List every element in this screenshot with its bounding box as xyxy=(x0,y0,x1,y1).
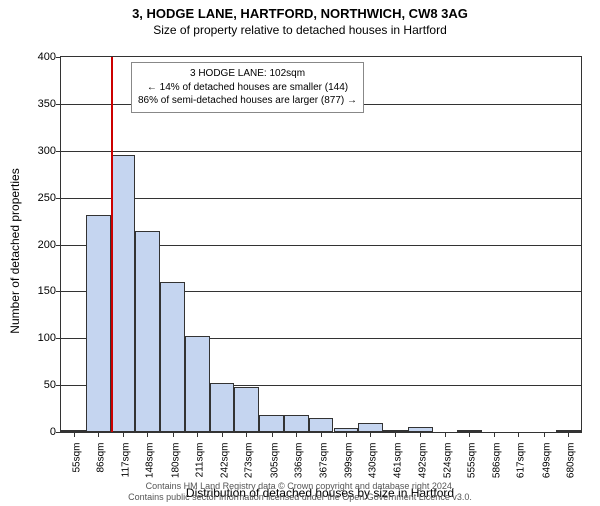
annotation-line: 3 HODGE LANE: 102sqm xyxy=(138,67,357,81)
xtick-label: 117sqm xyxy=(120,443,131,478)
xtick-label: 242sqm xyxy=(219,443,230,479)
xtick-mark xyxy=(346,432,347,437)
xtick-label: 305sqm xyxy=(269,443,280,479)
grid-line xyxy=(61,151,581,152)
ytick-mark xyxy=(56,151,61,152)
chart-title-sub: Size of property relative to detached ho… xyxy=(0,23,600,37)
xtick-label: 148sqm xyxy=(145,443,156,479)
ytick-mark xyxy=(56,198,61,199)
xtick-mark xyxy=(321,432,322,437)
ytick-mark xyxy=(56,385,61,386)
histogram-bar xyxy=(160,282,185,432)
histogram-bar xyxy=(358,423,383,432)
histogram-bar xyxy=(234,387,259,432)
xtick-label: 273sqm xyxy=(244,443,255,479)
xtick-label: 555sqm xyxy=(467,443,478,479)
xtick-mark xyxy=(222,432,223,437)
ytick-label: 0 xyxy=(28,426,56,438)
xtick-mark xyxy=(296,432,297,437)
footer-line2: Contains public sector information licen… xyxy=(0,492,600,503)
annotation-box: 3 HODGE LANE: 102sqm← 14% of detached ho… xyxy=(131,62,364,113)
xtick-mark xyxy=(518,432,519,437)
xtick-label: 211sqm xyxy=(195,443,206,478)
xtick-label: 55sqm xyxy=(71,443,82,473)
reference-line xyxy=(111,57,113,432)
xtick-mark xyxy=(544,432,545,437)
grid-line xyxy=(61,198,581,199)
xtick-label: 399sqm xyxy=(343,443,354,479)
xtick-label: 680sqm xyxy=(566,443,577,479)
xtick-mark xyxy=(494,432,495,437)
histogram-bar xyxy=(284,415,309,432)
histogram-bar xyxy=(309,418,334,432)
xtick-mark xyxy=(272,432,273,437)
histogram-bar xyxy=(86,215,111,433)
xtick-mark xyxy=(568,432,569,437)
xtick-label: 524sqm xyxy=(442,443,453,479)
ytick-mark xyxy=(56,245,61,246)
histogram-bar xyxy=(210,383,235,432)
xtick-mark xyxy=(445,432,446,437)
histogram-bar xyxy=(135,231,160,432)
xtick-label: 461sqm xyxy=(393,443,404,479)
xtick-mark xyxy=(197,432,198,437)
xtick-label: 492sqm xyxy=(417,443,428,479)
xtick-mark xyxy=(469,432,470,437)
xtick-label: 617sqm xyxy=(516,443,527,479)
chart-container: Number of detached properties 0501001502… xyxy=(60,56,580,431)
xtick-mark xyxy=(420,432,421,437)
ytick-mark xyxy=(56,432,61,433)
histogram-bar xyxy=(111,155,136,433)
xtick-mark xyxy=(74,432,75,437)
xtick-label: 86sqm xyxy=(96,443,107,473)
xtick-mark xyxy=(123,432,124,437)
xtick-label: 430sqm xyxy=(368,443,379,479)
ytick-mark xyxy=(56,57,61,58)
ytick-mark xyxy=(56,104,61,105)
xtick-mark xyxy=(395,432,396,437)
xtick-mark xyxy=(98,432,99,437)
xtick-label: 367sqm xyxy=(318,443,329,479)
plot-area: 05010015020025030035040055sqm86sqm117sqm… xyxy=(60,56,582,433)
xtick-mark xyxy=(173,432,174,437)
annotation-line: ← 14% of detached houses are smaller (14… xyxy=(138,81,357,95)
xtick-label: 586sqm xyxy=(491,443,502,479)
xtick-mark xyxy=(246,432,247,437)
ytick-label: 350 xyxy=(28,98,56,110)
ytick-mark xyxy=(56,338,61,339)
xtick-mark xyxy=(147,432,148,437)
ytick-label: 50 xyxy=(28,379,56,391)
xtick-mark xyxy=(370,432,371,437)
y-axis-label: Number of detached properties xyxy=(8,168,22,333)
xtick-label: 649sqm xyxy=(541,443,552,479)
ytick-label: 200 xyxy=(28,239,56,251)
ytick-label: 100 xyxy=(28,332,56,344)
ytick-label: 150 xyxy=(28,285,56,297)
footer-line1: Contains HM Land Registry data © Crown c… xyxy=(0,481,600,492)
ytick-label: 400 xyxy=(28,51,56,63)
xtick-label: 180sqm xyxy=(170,443,181,479)
histogram-bar xyxy=(259,415,284,432)
chart-title-main: 3, HODGE LANE, HARTFORD, NORTHWICH, CW8 … xyxy=(0,6,600,21)
ytick-mark xyxy=(56,291,61,292)
ytick-label: 250 xyxy=(28,192,56,204)
ytick-label: 300 xyxy=(28,145,56,157)
xtick-label: 336sqm xyxy=(294,443,305,479)
annotation-line: 86% of semi-detached houses are larger (… xyxy=(138,94,357,108)
histogram-bar xyxy=(185,336,210,432)
